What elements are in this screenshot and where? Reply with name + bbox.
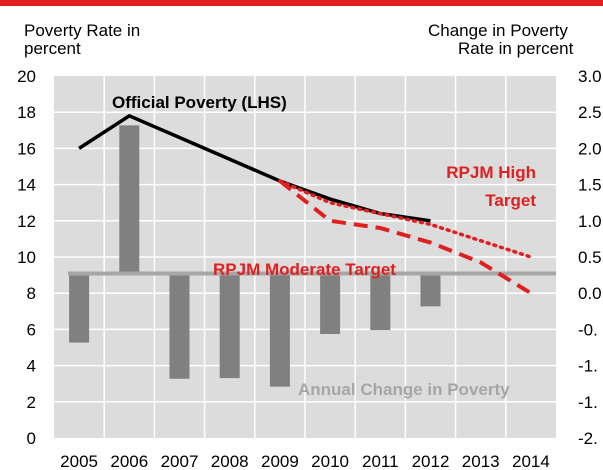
right-tick-label: 2.5 <box>578 103 602 122</box>
right-tick-label: -2. <box>578 429 598 448</box>
right-tick-label: 0.0 <box>578 284 602 303</box>
right-tick-label: 2.0 <box>578 139 602 158</box>
left-tick-label: 2 <box>27 393 36 412</box>
bar-annual-change <box>269 273 290 387</box>
right-tick-label: 3.0 <box>578 67 602 86</box>
label-rpjm-high-line1: RPJM High <box>446 163 536 182</box>
x-tick-label: 2005 <box>60 452 98 470</box>
x-tick-label: 2010 <box>311 452 349 470</box>
bar-annual-change <box>320 273 341 335</box>
left-tick-label: 8 <box>27 284 36 303</box>
left-axis-title-line2: percent <box>24 39 81 58</box>
right-tick-label: -1. <box>578 393 598 412</box>
bar-annual-change <box>219 273 240 379</box>
left-tick-label: 12 <box>17 212 36 231</box>
left-tick-label: 14 <box>17 176 36 195</box>
left-tick-label: 20 <box>17 67 36 86</box>
x-tick-label: 2012 <box>412 452 450 470</box>
left-tick-label: 4 <box>27 357 36 376</box>
x-tick-label: 2013 <box>462 452 500 470</box>
x-tick-label: 2007 <box>161 452 199 470</box>
right-tick-label: -0. <box>578 320 598 339</box>
label-rpjm-moderate: RPJM Moderate Target <box>213 260 396 279</box>
x-tick-label: 2014 <box>512 452 550 470</box>
x-tick-label: 2009 <box>261 452 299 470</box>
bar-annual-change <box>69 273 90 343</box>
line-series-1 <box>278 179 533 259</box>
right-tick-label: 1.5 <box>578 176 602 195</box>
left-tick-label: 16 <box>17 139 36 158</box>
x-tick-label: 2008 <box>211 452 249 470</box>
x-tick-label: 2011 <box>362 452 399 470</box>
left-tick-label: 10 <box>17 248 36 267</box>
right-axis-title-line1: Change in Poverty <box>428 21 568 40</box>
label-annual-change: Annual Change in Poverty <box>298 380 510 399</box>
label-rpjm-high-line2: Target <box>485 191 536 210</box>
bar-annual-change <box>169 273 190 379</box>
right-tick-label: -1. <box>578 357 598 376</box>
x-tick-label: 2006 <box>110 452 148 470</box>
line-series-2 <box>278 179 532 295</box>
right-tick-label: 0.5 <box>578 248 602 267</box>
right-axis-title-line2: Rate in percent <box>458 39 574 58</box>
left-tick-label: 18 <box>17 103 36 122</box>
bar-annual-change <box>420 273 441 307</box>
label-official-poverty: Official Poverty (LHS) <box>112 93 287 112</box>
left-tick-label: 0 <box>27 429 36 448</box>
right-tick-label: 1.0 <box>578 212 602 231</box>
top-accent-bar <box>0 0 603 6</box>
bar-annual-change <box>119 125 140 274</box>
left-tick-label: 6 <box>27 320 36 339</box>
left-axis-title-line1: Poverty Rate in <box>24 21 140 40</box>
bar-annual-change <box>370 273 391 331</box>
